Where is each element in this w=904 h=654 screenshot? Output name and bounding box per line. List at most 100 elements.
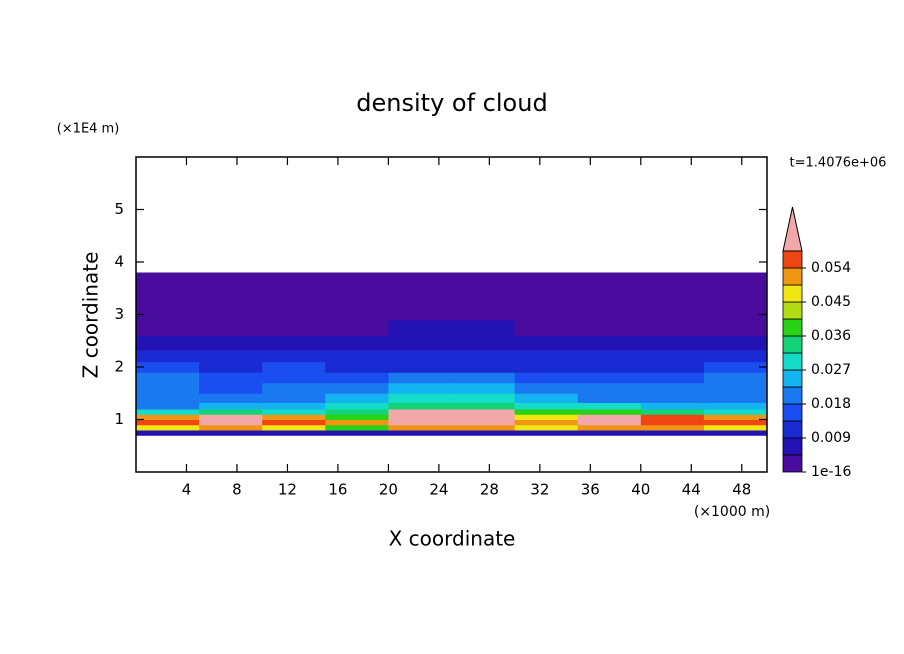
contour-cell <box>136 361 200 373</box>
contour-cell <box>262 349 326 363</box>
contour-cell <box>388 414 452 420</box>
contour-cell <box>640 409 705 415</box>
contour-cell <box>388 430 452 436</box>
contour-cell <box>451 288 516 305</box>
contour-cell <box>199 430 263 436</box>
contour-cell <box>325 304 389 321</box>
contour-cell <box>199 335 263 351</box>
x-unit: (×1000 m) <box>694 504 770 520</box>
contour-cell <box>136 335 200 351</box>
contour-cell <box>640 272 705 289</box>
y-tick-label: 4 <box>114 253 124 271</box>
contour-cell <box>199 414 263 420</box>
contour-cell <box>577 372 642 384</box>
contour-cell <box>199 419 263 426</box>
contour-cell <box>451 424 516 431</box>
contour-cell <box>136 372 200 384</box>
contour-cell <box>388 272 452 289</box>
contour-cell <box>703 372 768 384</box>
contour-cell <box>514 424 579 431</box>
contour-cell <box>325 402 389 410</box>
contour-cell <box>136 414 200 420</box>
x-tick-label: 12 <box>278 481 297 499</box>
colorbar-bin <box>782 403 803 422</box>
contour-cell <box>451 419 516 426</box>
contour-cell <box>325 361 389 373</box>
contour-cell <box>703 319 768 336</box>
contour-cell <box>262 319 326 336</box>
contour-cell <box>451 319 516 336</box>
contour-cell <box>514 409 579 415</box>
x-tick-label: 16 <box>328 481 347 499</box>
colorbar-tick-label: 1e-16 <box>811 464 851 480</box>
colorbar-bin <box>782 369 803 388</box>
contour-cell <box>199 288 263 305</box>
contour-cell <box>325 272 389 289</box>
colorbar-bin <box>782 335 803 354</box>
contour-cell <box>262 430 326 436</box>
colorbar-tick-label: 0.036 <box>811 328 851 344</box>
contour-cell <box>640 372 705 384</box>
contour-cell <box>451 430 516 436</box>
colorbar-bin <box>782 437 803 456</box>
contour-cell <box>199 409 263 415</box>
colorbar-tick-label: 0.054 <box>811 260 851 276</box>
contour-cell <box>325 372 389 384</box>
contour-cell <box>577 382 642 394</box>
contour-cell <box>325 382 389 394</box>
contour-cell <box>703 361 768 373</box>
contour-cell <box>388 402 452 410</box>
contour-cell <box>388 419 452 426</box>
contour-cell <box>514 319 579 336</box>
contour-cell <box>199 349 263 363</box>
time-annotation: t=1.4076e+06 <box>790 156 887 171</box>
contour-cell <box>388 409 452 415</box>
contour-cell <box>136 349 200 363</box>
contour-cell <box>199 382 263 394</box>
contour-cell <box>262 304 326 321</box>
contour-cell <box>325 288 389 305</box>
contour-cell <box>703 393 768 403</box>
contour-cell <box>703 304 768 321</box>
contour-cell <box>640 382 705 394</box>
contour-cell <box>136 402 200 410</box>
contour-field <box>136 272 768 436</box>
contour-cell <box>577 402 642 410</box>
contour-cell <box>325 409 389 415</box>
contour-cell <box>388 304 452 321</box>
contour-cell <box>451 361 516 373</box>
contour-cell <box>640 419 705 426</box>
contour-cell <box>199 393 263 403</box>
x-tick-label: 44 <box>682 481 701 499</box>
contour-cell <box>514 393 579 403</box>
contour-cell <box>199 424 263 431</box>
colorbar-bin <box>782 301 803 320</box>
contour-cell <box>136 409 200 415</box>
colorbar-tick-label: 0.009 <box>811 430 851 446</box>
contour-cell <box>703 430 768 436</box>
contour-cell <box>451 409 516 415</box>
colorbar-bin <box>782 250 803 269</box>
colorbar-bin <box>782 386 803 405</box>
contour-cell <box>703 424 768 431</box>
contour-cell <box>640 424 705 431</box>
contour-cell <box>262 335 326 351</box>
contour-cell <box>136 424 200 431</box>
x-tick-label: 20 <box>379 481 398 499</box>
contour-cell <box>388 319 452 336</box>
contour-cell <box>136 304 200 321</box>
contour-cell <box>262 288 326 305</box>
contour-cell <box>577 272 642 289</box>
contour-cell <box>388 349 452 363</box>
contour-cell <box>262 393 326 403</box>
y-tick-label: 2 <box>114 358 124 376</box>
x-tick-label: 48 <box>732 481 751 499</box>
y-tick-label: 5 <box>114 200 124 218</box>
contour-cell <box>136 393 200 403</box>
contour-cell <box>577 424 642 431</box>
contour-cell <box>262 409 326 415</box>
contour-cell <box>388 424 452 431</box>
contour-cell <box>703 402 768 410</box>
contour-cell <box>640 304 705 321</box>
contour-cell <box>325 393 389 403</box>
